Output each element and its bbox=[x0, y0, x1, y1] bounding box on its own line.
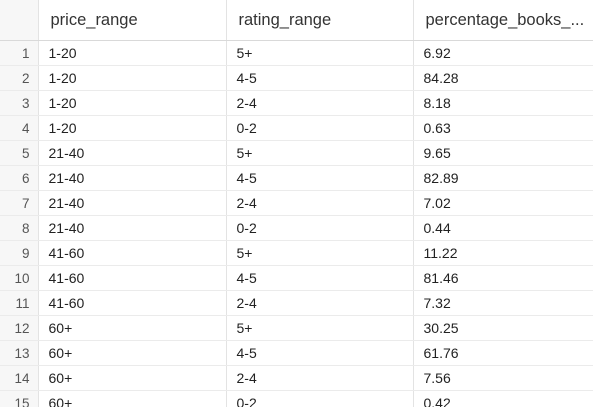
table-body: 1 1-20 5+ 6.92 2 1-20 4-5 84.28 3 1-20 2-4 8.18 4 1-2… bbox=[0, 40, 593, 407]
cell-price-range[interactable]: 60+ bbox=[38, 390, 227, 407]
cell-percentage[interactable]: 81.46 bbox=[413, 265, 593, 291]
cell-percentage[interactable]: 0.63 bbox=[413, 115, 593, 141]
column-header-percentage-books[interactable]: percentage_books_... bbox=[413, 0, 593, 41]
table-row[interactable]: 13 60+ 4-5 61.76 bbox=[0, 340, 593, 366]
table-row[interactable]: 6 21-40 4-5 82.89 bbox=[0, 165, 593, 191]
cell-rating-range[interactable]: 4-5 bbox=[226, 265, 414, 291]
cell-percentage[interactable]: 0.42 bbox=[413, 390, 593, 407]
cell-rating-range[interactable]: 2-4 bbox=[226, 90, 414, 116]
row-number[interactable]: 12 bbox=[0, 315, 39, 341]
cell-price-range[interactable]: 41-60 bbox=[38, 240, 227, 266]
cell-rating-range[interactable]: 5+ bbox=[226, 140, 414, 166]
cell-rating-range[interactable]: 2-4 bbox=[226, 190, 414, 216]
cell-price-range[interactable]: 41-60 bbox=[38, 290, 227, 316]
row-number[interactable]: 6 bbox=[0, 165, 39, 191]
cell-rating-range[interactable]: 4-5 bbox=[226, 65, 414, 91]
header-row: price_range rating_range percentage_book… bbox=[0, 0, 593, 41]
table-row[interactable]: 2 1-20 4-5 84.28 bbox=[0, 65, 593, 91]
cell-rating-range[interactable]: 5+ bbox=[226, 40, 414, 66]
column-header-rating-range[interactable]: rating_range bbox=[226, 0, 414, 41]
row-number[interactable]: 1 bbox=[0, 40, 39, 66]
table-row[interactable]: 3 1-20 2-4 8.18 bbox=[0, 90, 593, 116]
table-row[interactable]: 15 60+ 0-2 0.42 bbox=[0, 390, 593, 407]
table-row[interactable]: 9 41-60 5+ 11.22 bbox=[0, 240, 593, 266]
cell-price-range[interactable]: 21-40 bbox=[38, 190, 227, 216]
cell-percentage[interactable]: 30.25 bbox=[413, 315, 593, 341]
cell-price-range[interactable]: 1-20 bbox=[38, 90, 227, 116]
row-number[interactable]: 2 bbox=[0, 65, 39, 91]
cell-rating-range[interactable]: 4-5 bbox=[226, 340, 414, 366]
cell-price-range[interactable]: 1-20 bbox=[38, 65, 227, 91]
cell-price-range[interactable]: 21-40 bbox=[38, 165, 227, 191]
row-number[interactable]: 4 bbox=[0, 115, 39, 141]
row-number[interactable]: 7 bbox=[0, 190, 39, 216]
row-number[interactable]: 11 bbox=[0, 290, 39, 316]
row-number[interactable]: 14 bbox=[0, 365, 39, 391]
cell-price-range[interactable]: 1-20 bbox=[38, 40, 227, 66]
cell-rating-range[interactable]: 5+ bbox=[226, 315, 414, 341]
cell-percentage[interactable]: 82.89 bbox=[413, 165, 593, 191]
cell-percentage[interactable]: 7.32 bbox=[413, 290, 593, 316]
cell-price-range[interactable]: 1-20 bbox=[38, 115, 227, 141]
row-number[interactable]: 9 bbox=[0, 240, 39, 266]
table-row[interactable]: 4 1-20 0-2 0.63 bbox=[0, 115, 593, 141]
cell-percentage[interactable]: 9.65 bbox=[413, 140, 593, 166]
cell-rating-range[interactable]: 0-2 bbox=[226, 390, 414, 407]
row-index-header bbox=[0, 0, 39, 41]
cell-percentage[interactable]: 7.02 bbox=[413, 190, 593, 216]
table-row[interactable]: 10 41-60 4-5 81.46 bbox=[0, 265, 593, 291]
cell-percentage[interactable]: 11.22 bbox=[413, 240, 593, 266]
row-number[interactable]: 3 bbox=[0, 90, 39, 116]
cell-price-range[interactable]: 41-60 bbox=[38, 265, 227, 291]
cell-rating-range[interactable]: 2-4 bbox=[226, 365, 414, 391]
cell-rating-range[interactable]: 5+ bbox=[226, 240, 414, 266]
cell-rating-range[interactable]: 4-5 bbox=[226, 165, 414, 191]
table-row[interactable]: 12 60+ 5+ 30.25 bbox=[0, 315, 593, 341]
cell-percentage[interactable]: 6.92 bbox=[413, 40, 593, 66]
cell-percentage[interactable]: 7.56 bbox=[413, 365, 593, 391]
table-row[interactable]: 11 41-60 2-4 7.32 bbox=[0, 290, 593, 316]
table-row[interactable]: 7 21-40 2-4 7.02 bbox=[0, 190, 593, 216]
row-number[interactable]: 10 bbox=[0, 265, 39, 291]
table-row[interactable]: 5 21-40 5+ 9.65 bbox=[0, 140, 593, 166]
cell-rating-range[interactable]: 0-2 bbox=[226, 115, 414, 141]
cell-price-range[interactable]: 21-40 bbox=[38, 140, 227, 166]
cell-price-range[interactable]: 60+ bbox=[38, 365, 227, 391]
cell-rating-range[interactable]: 2-4 bbox=[226, 290, 414, 316]
cell-price-range[interactable]: 60+ bbox=[38, 315, 227, 341]
row-number[interactable]: 5 bbox=[0, 140, 39, 166]
cell-percentage[interactable]: 8.18 bbox=[413, 90, 593, 116]
table-row[interactable]: 14 60+ 2-4 7.56 bbox=[0, 365, 593, 391]
row-number[interactable]: 8 bbox=[0, 215, 39, 241]
cell-price-range[interactable]: 21-40 bbox=[38, 215, 227, 241]
column-header-price-range[interactable]: price_range bbox=[38, 0, 227, 41]
cell-rating-range[interactable]: 0-2 bbox=[226, 215, 414, 241]
table-row[interactable]: 1 1-20 5+ 6.92 bbox=[0, 40, 593, 66]
cell-percentage[interactable]: 0.44 bbox=[413, 215, 593, 241]
row-number[interactable]: 13 bbox=[0, 340, 39, 366]
row-number[interactable]: 15 bbox=[0, 390, 39, 407]
table-row[interactable]: 8 21-40 0-2 0.44 bbox=[0, 215, 593, 241]
cell-percentage[interactable]: 84.28 bbox=[413, 65, 593, 91]
cell-percentage[interactable]: 61.76 bbox=[413, 340, 593, 366]
cell-price-range[interactable]: 60+ bbox=[38, 340, 227, 366]
